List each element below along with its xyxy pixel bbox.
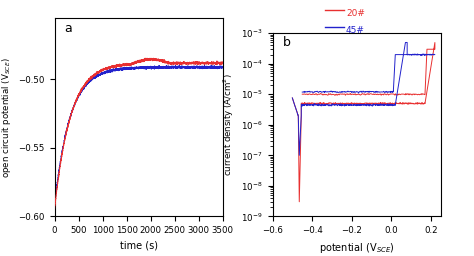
Y-axis label: current density (A/cm$^2$): current density (A/cm$^2$) [221,73,236,176]
Text: 20#: 20# [346,9,365,18]
X-axis label: time (s): time (s) [119,241,158,251]
X-axis label: potential (V$_{SCE}$): potential (V$_{SCE}$) [319,241,394,255]
Y-axis label: open circuit potential (V$_{SCE}$): open circuit potential (V$_{SCE}$) [0,57,13,177]
Text: b: b [283,36,291,49]
Text: 45#: 45# [346,26,365,35]
Text: a: a [64,22,73,35]
